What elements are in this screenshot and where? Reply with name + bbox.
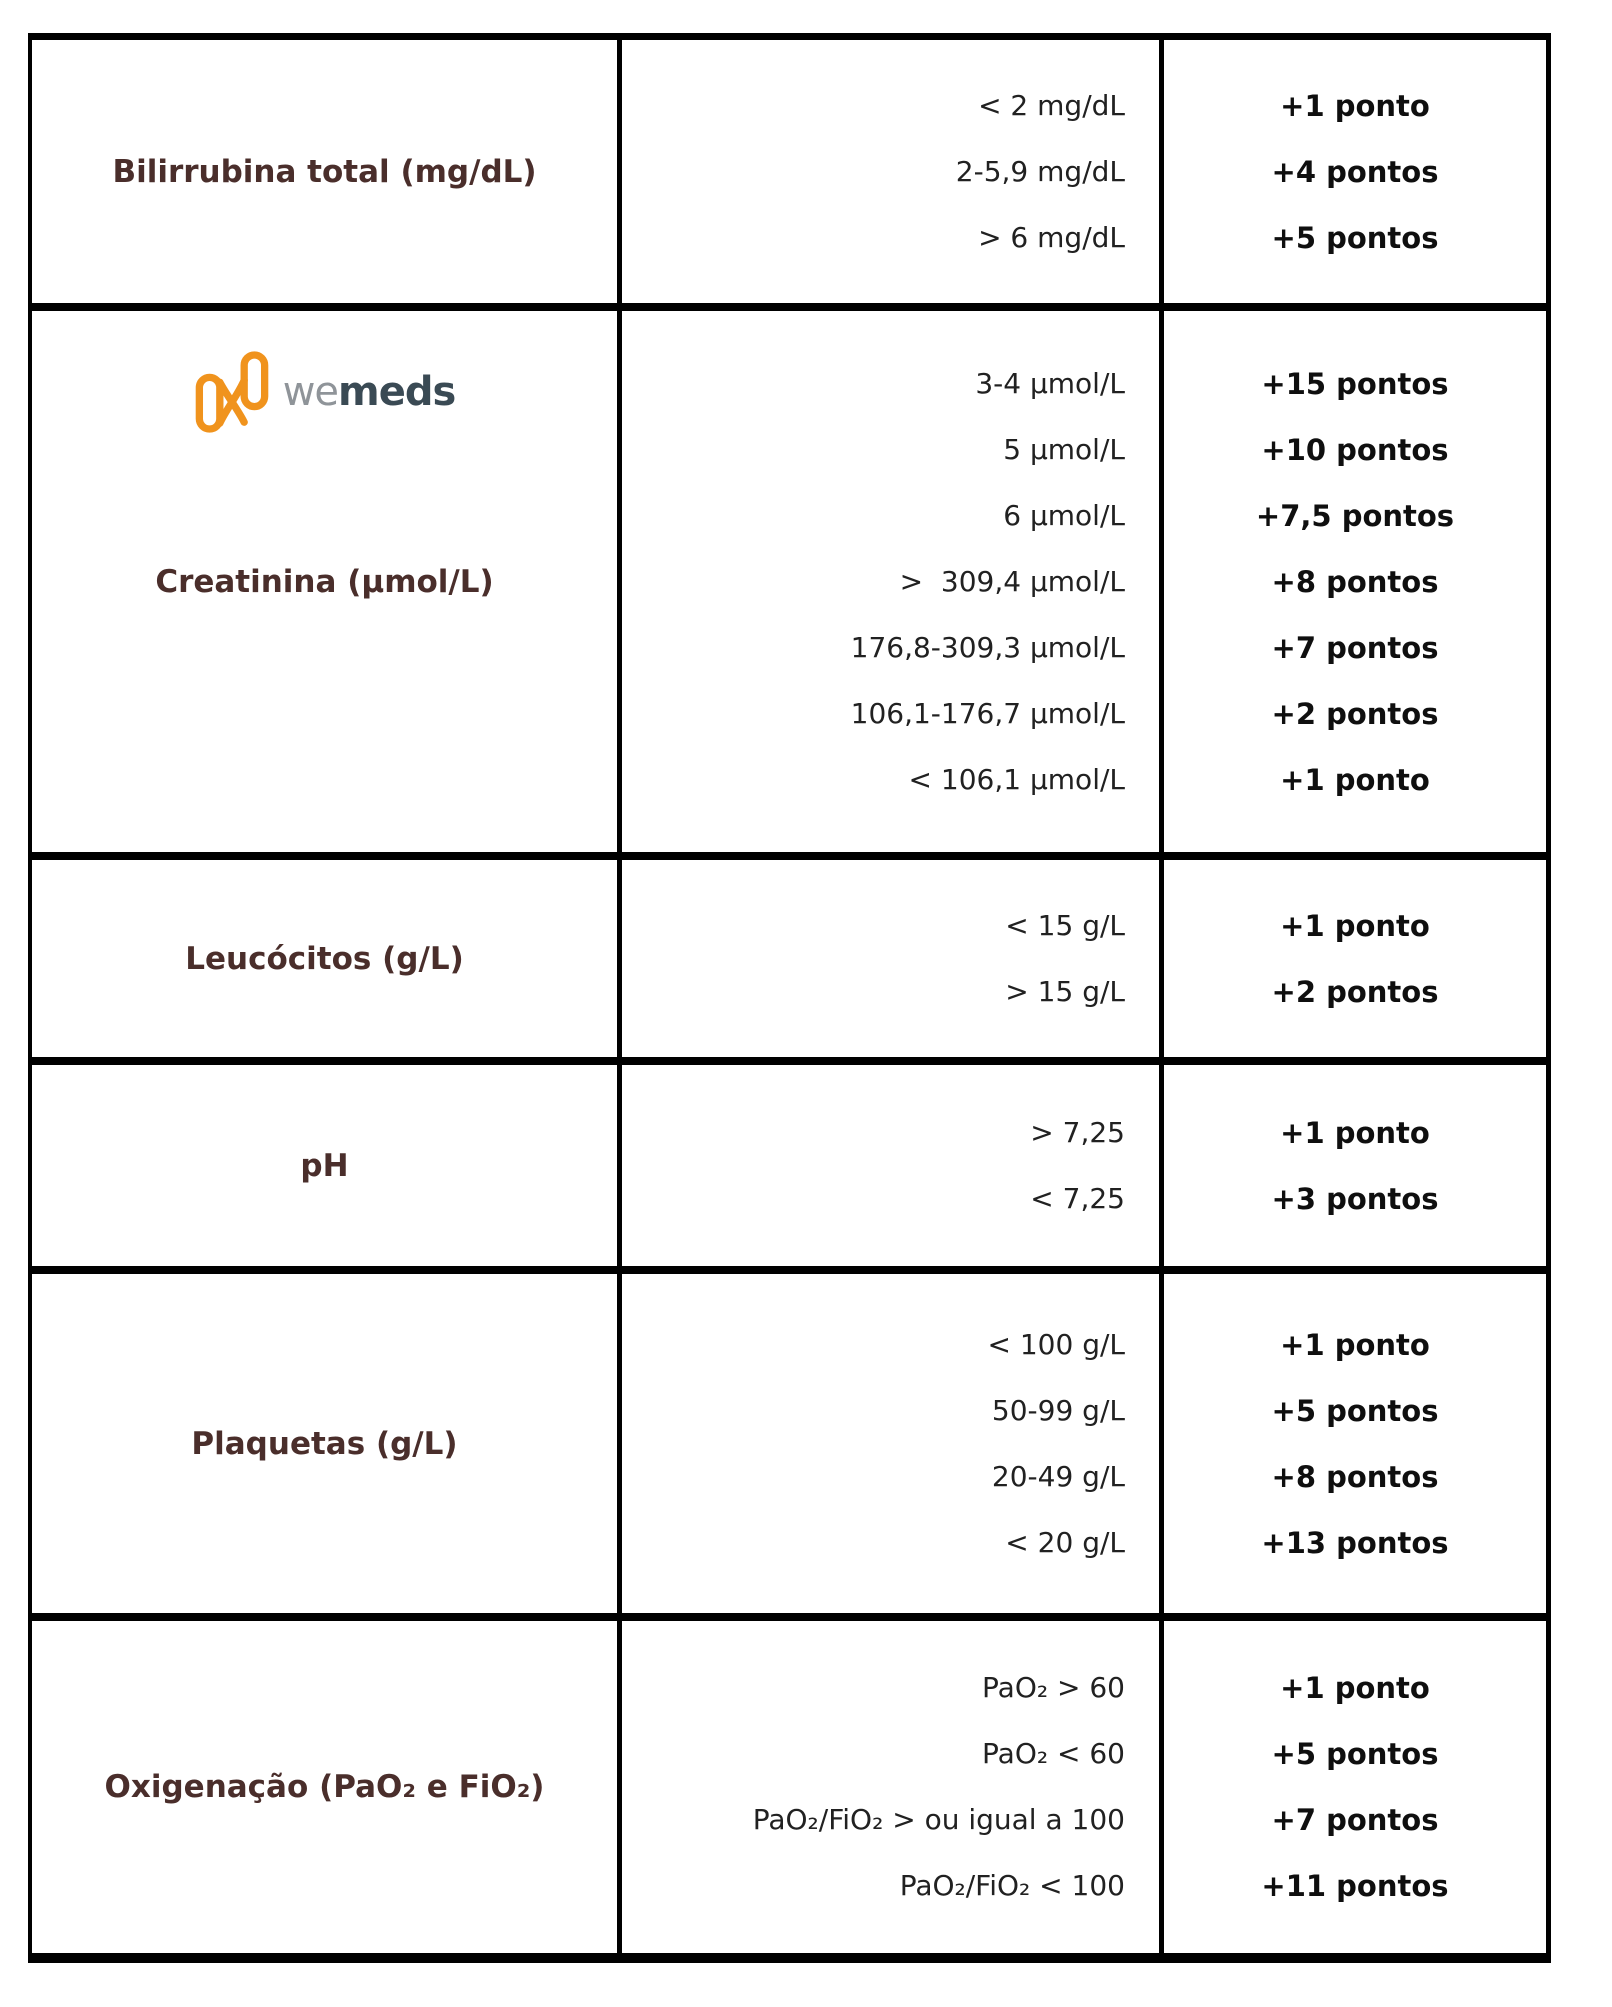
criterion-points: +2 pontos [1271,974,1439,1009]
row-bilirrubina-label-cell: Bilirrubina total (mg/dL) [32,40,617,303]
criterion-value: < 20 g/L [1005,1525,1125,1559]
criterion-value: < 15 g/L [1005,908,1125,942]
criterion-value: > 309,4 µmol/L [899,564,1125,598]
criterion-points: +7,5 pontos [1255,498,1455,533]
row-oxigenacao-label-cell: Oxigenação (PaO₂ e FiO₂) [32,1621,617,1953]
wemeds-wordmark-we: we [282,369,339,415]
row-plaquetas-label-cell: Plaquetas (g/L) [32,1274,617,1613]
row-ph-points-cell: +1 ponto +3 pontos [1164,1065,1546,1266]
row-creatinina-points-cell: +15 pontos +10 pontos +7,5 pontos +8 pon… [1164,311,1546,852]
criterion-value: 176,8-309,3 µmol/L [850,630,1125,664]
criterion-points: +15 pontos [1261,366,1449,401]
criterion-points: +7 pontos [1271,1803,1439,1837]
criterion-points: +1 ponto [1280,88,1430,123]
row-leucocitos-label-cell: Leucócitos (g/L) [32,860,617,1057]
criterion-points: +13 pontos [1261,1525,1449,1560]
criterion-value: < 2 mg/dL [978,88,1125,122]
criterion-points: +1 ponto [1280,1327,1430,1362]
row-label-oxigenacao: Oxigenação (PaO₂ e FiO₂) [104,1769,545,1805]
criterion-points: +8 pontos [1271,1459,1439,1494]
criterion-value: > 15 g/L [1005,974,1125,1008]
criterion-points: +1 ponto [1280,762,1430,797]
criterion-value: 106,1-176,7 µmol/L [850,696,1125,730]
row-plaquetas-values-cell: < 100 g/L 50-99 g/L 20-49 g/L < 20 g/L [622,1274,1159,1613]
criterion-points: +5 pontos [1271,1737,1439,1771]
row-ph-label-cell: pH [32,1065,617,1266]
criterion-value: 2-5,9 mg/dL [955,154,1125,188]
criterion-points: +11 pontos [1261,1869,1449,1903]
row-oxigenacao-points-cell: +1 ponto +5 pontos +7 pontos +11 pontos [1164,1621,1546,1953]
criterion-points: +5 pontos [1271,220,1439,255]
criterion-value: 6 µmol/L [1003,498,1125,532]
criterion-points: +2 pontos [1271,696,1439,731]
wemeds-wordmark-meds: meds [338,369,456,415]
row-plaquetas-points-cell: +1 ponto +5 pontos +8 pontos +13 pontos [1164,1274,1546,1613]
criterion-value: > 6 mg/dL [978,220,1125,254]
row-label-bilirrubina: Bilirrubina total (mg/dL) [112,153,537,190]
wemeds-brand: wemeds [32,351,617,433]
criterion-value: > 7,25 [1030,1115,1125,1149]
criterion-value: < 100 g/L [987,1327,1125,1361]
criterion-points: +1 ponto [1280,908,1430,943]
row-bilirrubina-points-cell: +1 ponto +4 pontos +5 pontos [1164,40,1546,303]
criterion-value: PaO₂/FiO₂ < 100 [899,1869,1125,1902]
criterion-points: +3 pontos [1271,1181,1439,1216]
criterion-points: +8 pontos [1271,564,1439,599]
criterion-value: 20-49 g/L [991,1459,1125,1493]
criterion-points: +1 ponto [1280,1115,1430,1150]
criterion-value: PaO₂/FiO₂ > ou igual a 100 [752,1803,1125,1836]
row-label-ph: pH [300,1147,349,1184]
criterion-points: +5 pontos [1271,1393,1439,1428]
criterion-value: < 106,1 µmol/L [908,762,1125,796]
criterion-value: PaO₂ < 60 [982,1737,1125,1770]
row-creatinina-values-cell: 3-4 µmol/L 5 µmol/L 6 µmol/L > 309,4 µmo… [622,311,1159,852]
row-label-leucocitos: Leucócitos (g/L) [185,940,464,977]
scoring-table: Bilirrubina total (mg/dL) < 2 mg/dL 2-5,… [28,33,1551,1963]
criterion-points: +7 pontos [1271,630,1439,665]
wemeds-logo-icon [195,351,268,433]
criterion-points: +10 pontos [1261,432,1449,467]
row-leucocitos-points-cell: +1 ponto +2 pontos [1164,860,1546,1057]
criterion-value: < 7,25 [1030,1181,1125,1215]
criterion-value: 5 µmol/L [1003,432,1125,466]
row-creatinina-label-cell: wemeds Creatinina (µmol/L) [32,311,617,852]
row-bilirrubina-values-cell: < 2 mg/dL 2-5,9 mg/dL > 6 mg/dL [622,40,1159,303]
row-leucocitos-values-cell: < 15 g/L > 15 g/L [622,860,1159,1057]
wemeds-wordmark: wemeds [282,369,457,415]
row-label-plaquetas: Plaquetas (g/L) [191,1425,458,1462]
row-ph-values-cell: > 7,25 < 7,25 [622,1065,1159,1266]
criterion-points: +4 pontos [1271,154,1439,189]
row-label-creatinina: Creatinina (µmol/L) [155,563,494,600]
criterion-value: 50-99 g/L [991,1393,1125,1427]
criterion-points: +1 ponto [1280,1671,1430,1705]
row-oxigenacao-values-cell: PaO₂ > 60 PaO₂ < 60 PaO₂/FiO₂ > ou igual… [622,1621,1159,1953]
criterion-value: PaO₂ > 60 [982,1671,1125,1704]
criterion-value: 3-4 µmol/L [975,366,1125,400]
